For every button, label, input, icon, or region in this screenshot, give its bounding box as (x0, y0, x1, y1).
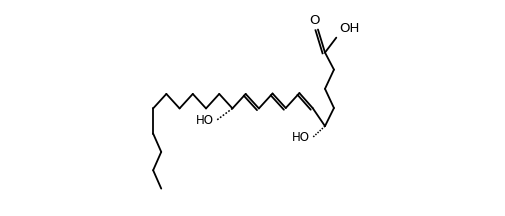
Text: HO: HO (292, 131, 310, 144)
Text: HO: HO (196, 114, 214, 127)
Text: O: O (309, 14, 319, 27)
Text: OH: OH (339, 22, 359, 35)
